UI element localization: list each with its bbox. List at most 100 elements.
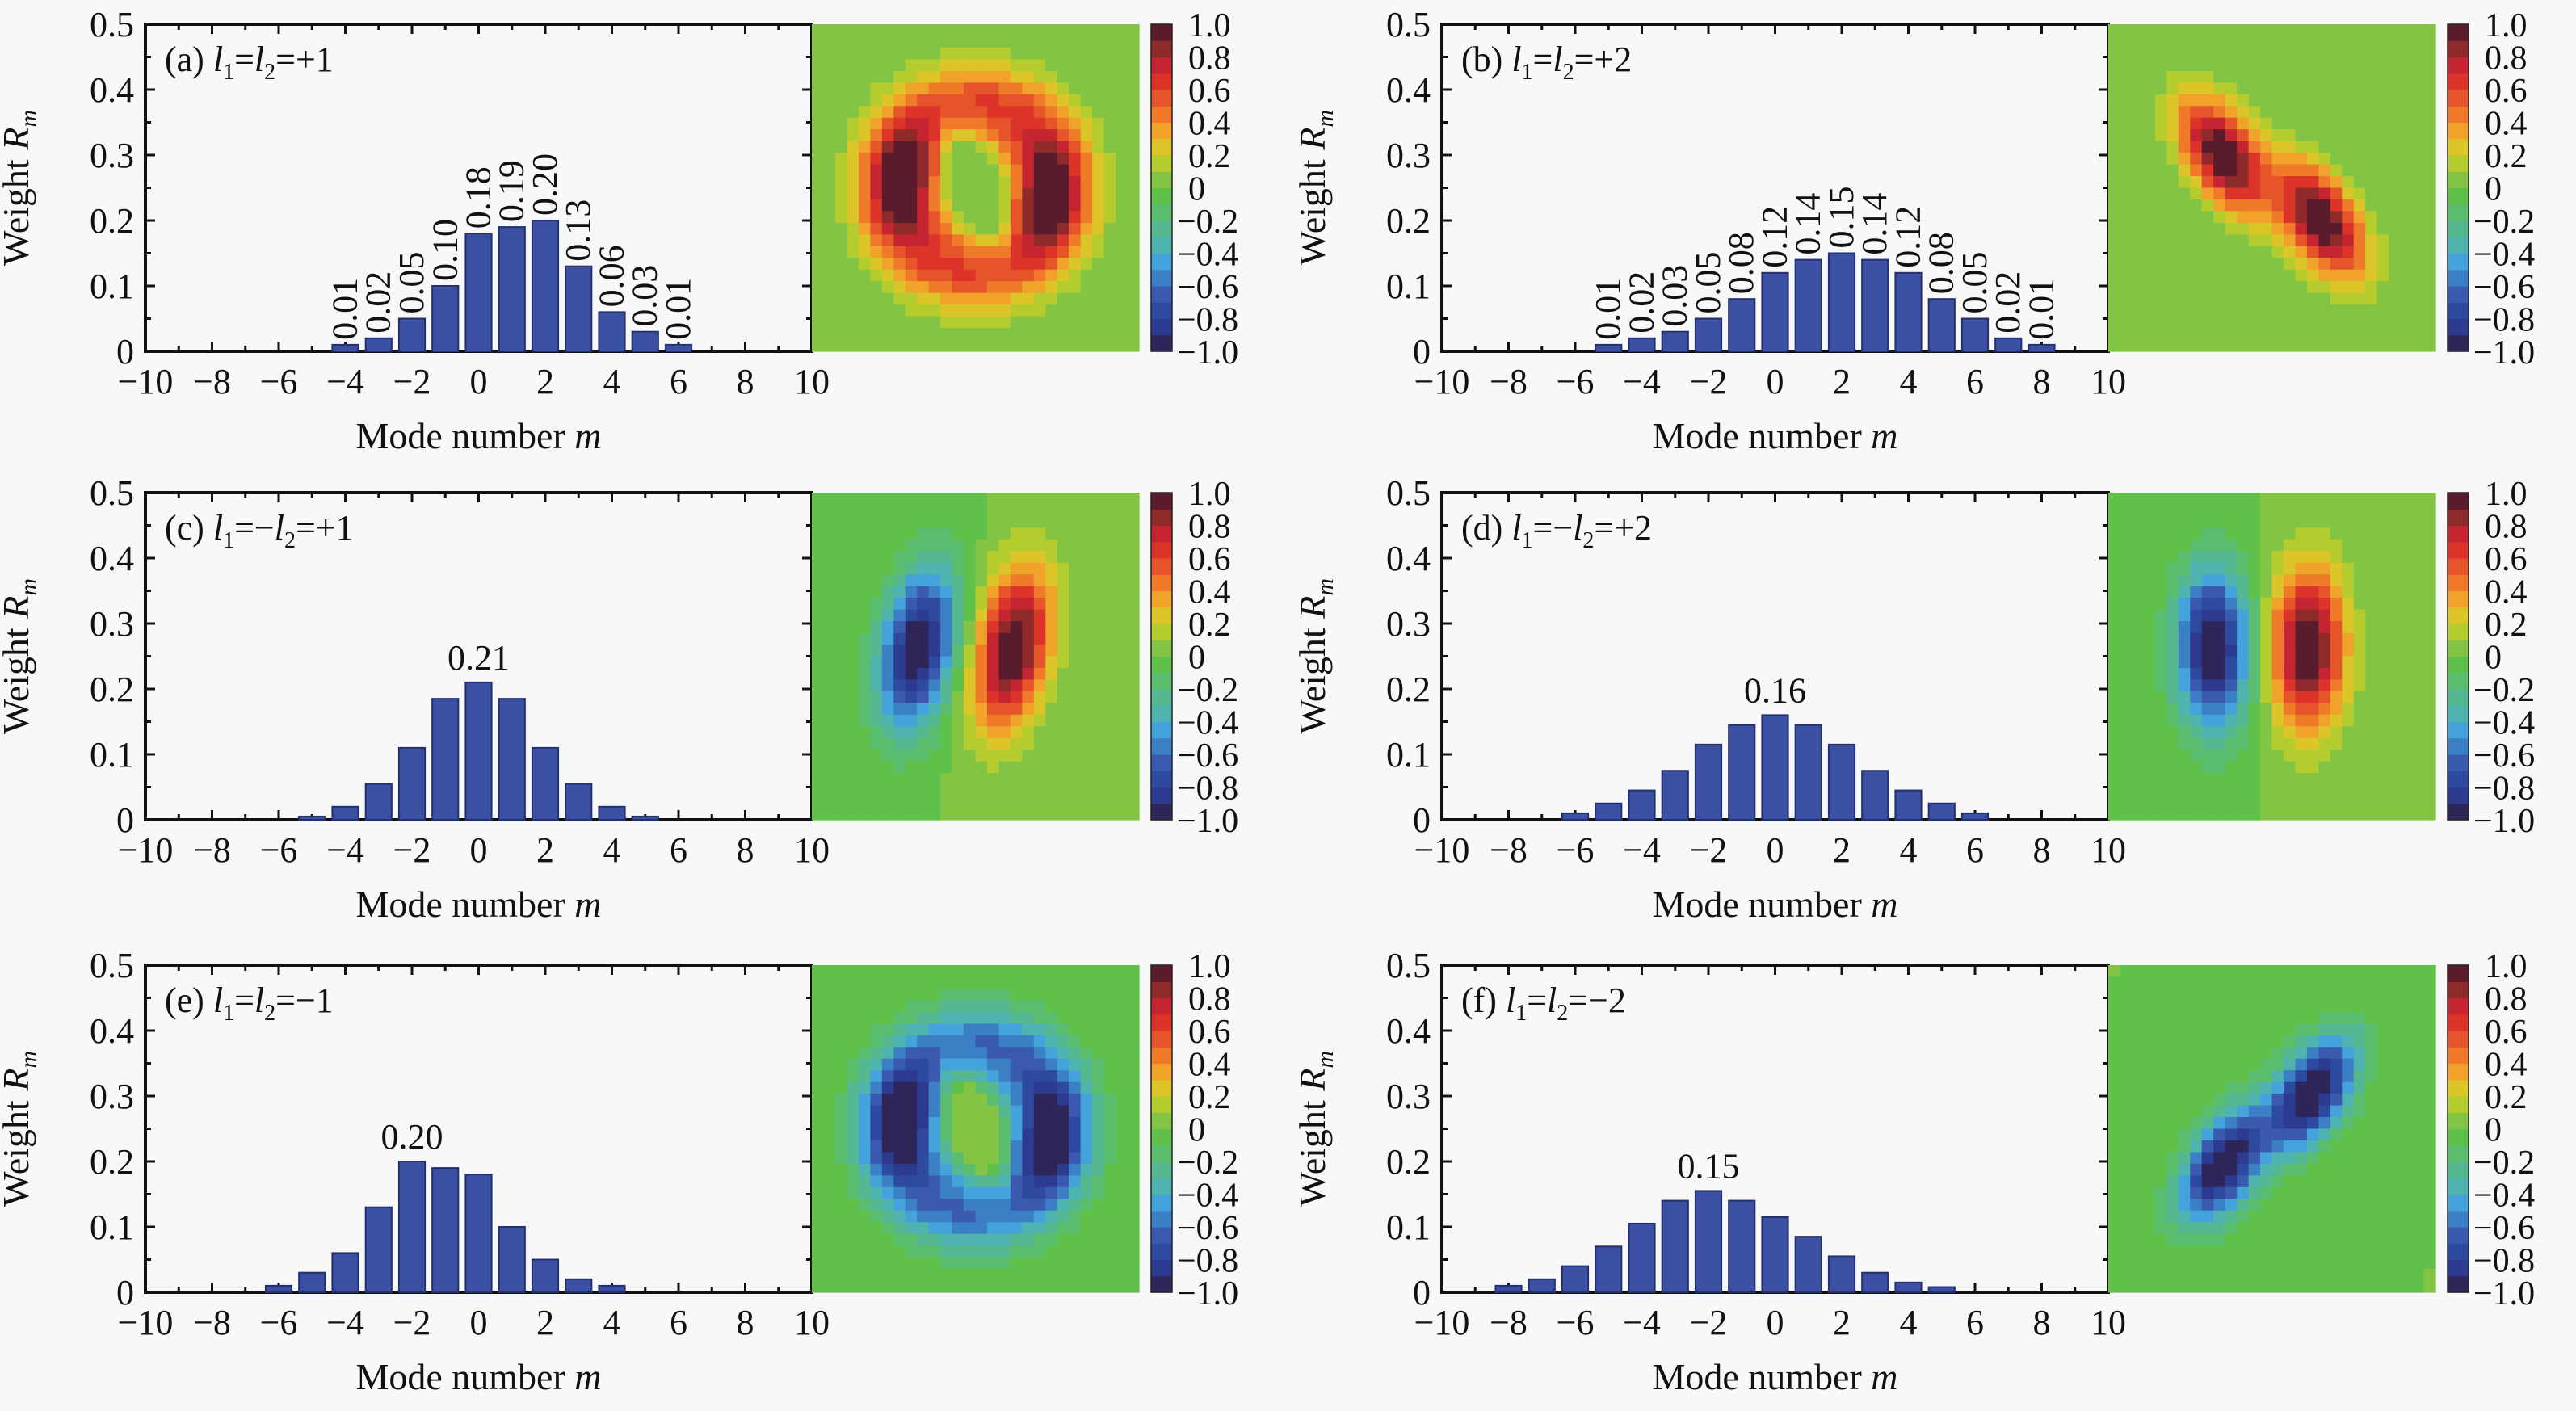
heatmap-cell xyxy=(2260,187,2273,200)
heatmap-cell xyxy=(1127,141,1140,153)
heatmap-cell xyxy=(1057,1280,1069,1293)
heatmap-cell xyxy=(1103,750,1116,762)
heatmap-cell xyxy=(1010,47,1023,60)
heatmap-cell xyxy=(1045,1070,1058,1083)
heatmap-cell xyxy=(1033,527,1046,540)
heatmap-cell xyxy=(1010,36,1023,48)
heatmap-cell xyxy=(986,726,1000,739)
heatmap-cell xyxy=(1127,1117,1140,1130)
heatmap-cell xyxy=(1033,199,1046,212)
heatmap-cell xyxy=(952,316,964,329)
heatmap-cell xyxy=(881,141,894,153)
heatmap-cell xyxy=(917,339,930,352)
heatmap-cell xyxy=(2400,106,2413,119)
heatmap-cell xyxy=(2412,504,2425,517)
heatmap-cell xyxy=(975,551,988,564)
heatmap-cell xyxy=(1022,1175,1035,1188)
heatmap-cell xyxy=(870,164,883,177)
heatmap-cell xyxy=(823,515,836,528)
heatmap-cell xyxy=(940,222,953,235)
heatmap-cell xyxy=(858,1140,871,1153)
condition-sub1: 1 xyxy=(223,60,234,85)
heatmap-cell xyxy=(928,1269,941,1282)
heatmap-cell xyxy=(2330,292,2343,305)
heatmap-cell xyxy=(870,1199,883,1212)
heatmap-cell xyxy=(847,645,859,657)
heatmap-cell xyxy=(1127,153,1140,166)
heatmap-cell xyxy=(2400,773,2413,786)
heatmap-cell xyxy=(1092,164,1105,177)
heatmap-cell xyxy=(1127,808,1140,821)
bar xyxy=(1694,743,1723,821)
heatmap-cell xyxy=(1092,667,1105,681)
heatmap-cell xyxy=(2353,222,2366,235)
heatmap-cell xyxy=(1033,1152,1046,1165)
colorbar-segment xyxy=(1151,787,1172,804)
heatmap-cell xyxy=(870,70,883,83)
heatmap-cell xyxy=(2108,269,2121,282)
heatmap-cell xyxy=(823,47,836,60)
heatmap-cell xyxy=(2248,551,2261,564)
heatmap-cell xyxy=(2365,117,2378,130)
heatmap-cell xyxy=(975,1175,988,1188)
heatmap-cell xyxy=(2260,808,2273,821)
heatmap-cell xyxy=(952,703,964,716)
heatmap-cell xyxy=(2295,632,2308,645)
heatmap-cell xyxy=(2225,551,2238,564)
heatmap-cell xyxy=(2318,211,2331,224)
heatmap-cell xyxy=(1033,539,1046,552)
heatmap-cell xyxy=(1057,714,1069,727)
heatmap-cell xyxy=(1045,796,1058,809)
heatmap-cell xyxy=(2237,726,2250,739)
heatmap-cell xyxy=(1010,187,1023,200)
heatmap-cell xyxy=(1010,70,1023,83)
heatmap-cell xyxy=(2412,117,2425,130)
heatmap-cell xyxy=(928,258,941,271)
heatmap-cell xyxy=(2131,234,2144,247)
heatmap-cell xyxy=(2260,316,2273,329)
heatmap-cell xyxy=(905,1140,918,1153)
x-tick-label: −2 xyxy=(1690,362,1728,401)
heatmap-cell xyxy=(2143,117,2156,130)
heatmap-cell xyxy=(834,493,847,506)
heatmap-cell xyxy=(998,737,1011,750)
heatmap-cell xyxy=(964,965,977,978)
heatmap-cell xyxy=(2260,796,2273,809)
heatmap-cell xyxy=(834,59,847,72)
heatmap-cell xyxy=(858,1058,871,1071)
heatmap-cell xyxy=(2330,645,2343,657)
heatmap-cell xyxy=(1103,59,1116,72)
heatmap-cell xyxy=(2318,609,2331,622)
heatmap-cell xyxy=(1116,1257,1128,1270)
heatmap-cell xyxy=(975,59,988,72)
colorbar-segment xyxy=(1151,286,1172,303)
heatmap-cell xyxy=(940,976,953,989)
colorbar-segment xyxy=(1151,1144,1172,1162)
heatmap-cell xyxy=(940,1011,953,1024)
heatmap-cell xyxy=(1127,1081,1140,1094)
heatmap-cell xyxy=(893,1070,906,1083)
heatmap-cell xyxy=(1127,304,1140,317)
heatmap-cell xyxy=(2237,1047,2250,1060)
heatmap-cell xyxy=(1057,222,1069,235)
heatmap-cell xyxy=(928,539,941,552)
heatmap-cell xyxy=(2108,1000,2121,1013)
heatmap-cell xyxy=(1069,714,1082,727)
heatmap-cell xyxy=(986,645,1000,657)
heatmap-cell xyxy=(1092,598,1105,611)
heatmap-cell xyxy=(998,1070,1011,1083)
heatmap-cell xyxy=(2178,1023,2191,1036)
heatmap-cell xyxy=(905,773,918,786)
heatmap-cell xyxy=(2178,679,2191,692)
heatmap-cell xyxy=(812,1011,825,1024)
heatmap-cell xyxy=(2248,211,2261,224)
heatmap-cell xyxy=(1022,187,1035,200)
heatmap-cell xyxy=(1127,1257,1140,1270)
heatmap-cell xyxy=(1045,176,1058,189)
heatmap-cell xyxy=(986,1094,1000,1107)
heatmap-cell xyxy=(2120,1023,2133,1036)
heatmap-cell xyxy=(2201,258,2214,271)
heatmap-cell xyxy=(2353,808,2366,821)
heatmap-cell xyxy=(2400,199,2413,212)
colorbar-tick-label: −0.8 xyxy=(1177,302,1238,339)
